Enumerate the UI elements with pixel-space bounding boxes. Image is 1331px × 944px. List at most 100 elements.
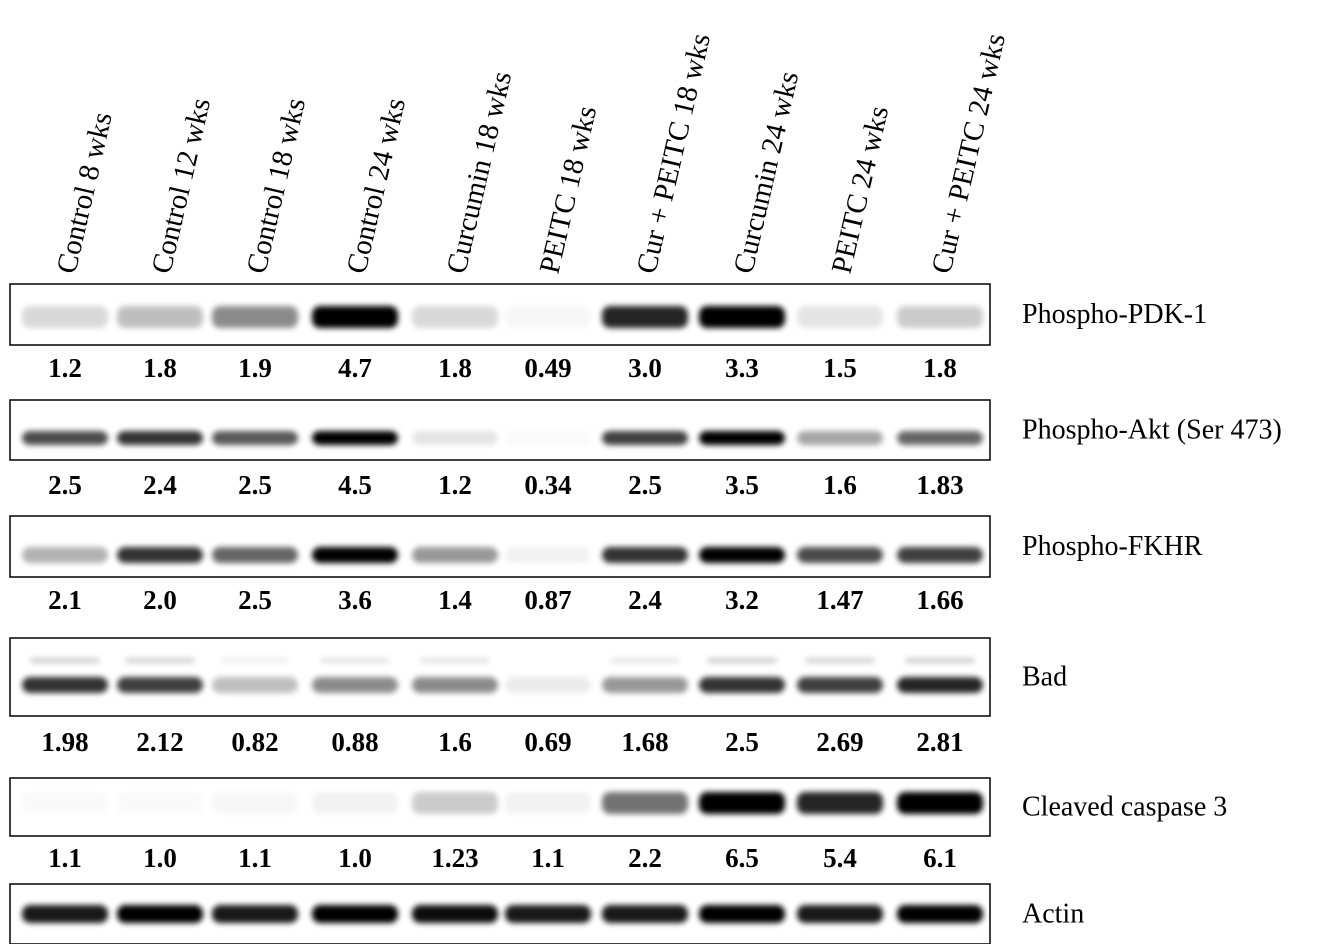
band (212, 792, 298, 814)
band (602, 431, 688, 445)
quantification: 3.2 (725, 585, 759, 615)
band (505, 792, 591, 814)
quantification: 1.5 (823, 353, 857, 383)
band (22, 306, 108, 328)
quantification: 2.4 (628, 585, 662, 615)
band (897, 547, 983, 563)
band (412, 306, 498, 328)
quantification: 1.8 (923, 353, 957, 383)
quantification: 0.87 (524, 585, 571, 615)
band (699, 306, 785, 328)
band (117, 547, 203, 563)
quantification: 2.81 (916, 727, 963, 757)
band (412, 677, 498, 693)
band (420, 658, 490, 663)
quantification: 1.83 (916, 470, 963, 500)
quantification: 2.2 (628, 843, 662, 873)
quantification: 0.49 (524, 353, 571, 383)
band (707, 658, 777, 663)
band (602, 905, 688, 923)
band (312, 431, 398, 445)
quantification: 1.6 (823, 470, 857, 500)
band (22, 431, 108, 445)
quantification: 2.5 (238, 585, 272, 615)
band (312, 905, 398, 923)
band (610, 658, 680, 663)
lane-label: Control 12 wks (146, 95, 217, 276)
band (312, 677, 398, 693)
band (602, 306, 688, 328)
quantification: 3.0 (628, 353, 662, 383)
band (505, 306, 591, 328)
quantification: 1.1 (238, 843, 272, 873)
band (125, 658, 195, 663)
band (797, 431, 883, 445)
lane-label: Control 24 wks (341, 95, 412, 276)
lane-label: PEITC 18 wks (534, 103, 604, 277)
quantification: 4.5 (338, 470, 372, 500)
quantification: 2.0 (143, 585, 177, 615)
band (412, 547, 498, 563)
band (699, 547, 785, 563)
blot-name: Cleaved caspase 3 (1022, 791, 1227, 822)
quantification: 6.1 (923, 843, 957, 873)
lane-label: Control 18 wks (241, 95, 312, 276)
band (897, 905, 983, 923)
band (22, 905, 108, 923)
blot-name: Phospho-FKHR (1022, 531, 1203, 562)
band (412, 792, 498, 814)
band (505, 431, 591, 445)
band (699, 905, 785, 923)
lane-label: Control 8 wks (51, 109, 119, 276)
band (797, 792, 883, 814)
quantification: 0.88 (331, 727, 378, 757)
band (312, 547, 398, 563)
band (30, 658, 100, 663)
band (602, 792, 688, 814)
quantification: 6.5 (725, 843, 759, 873)
quantification: 1.1 (48, 843, 82, 873)
quantification: 3.6 (338, 585, 372, 615)
quantification: 1.66 (916, 585, 963, 615)
band (797, 306, 883, 328)
quantification: 1.0 (338, 843, 372, 873)
band (897, 431, 983, 445)
band (22, 677, 108, 693)
quantification: 1.4 (438, 585, 472, 615)
band (797, 547, 883, 563)
band (320, 658, 390, 663)
quantification: 4.7 (338, 353, 372, 383)
quantification: 2.12 (136, 727, 183, 757)
band (699, 431, 785, 445)
blot-name: Bad (1022, 661, 1067, 692)
quantification: 1.2 (48, 353, 82, 383)
lane-label: Cur + PEITC 18 wks (631, 31, 717, 277)
band (699, 677, 785, 693)
blot-name: Actin (1022, 898, 1084, 929)
band (805, 658, 875, 663)
quantification: 1.98 (41, 727, 88, 757)
band (212, 677, 298, 693)
band (897, 792, 983, 814)
band (212, 306, 298, 328)
band (602, 547, 688, 563)
band (699, 792, 785, 814)
band (505, 547, 591, 563)
band (117, 306, 203, 328)
band (412, 431, 498, 445)
band (897, 677, 983, 693)
band (22, 547, 108, 563)
quantification: 1.9 (238, 353, 272, 383)
band (117, 431, 203, 445)
quantification: 2.69 (816, 727, 863, 757)
band (797, 677, 883, 693)
quantification: 1.0 (143, 843, 177, 873)
quantification: 2.5 (48, 470, 82, 500)
quantification: 1.23 (431, 843, 478, 873)
quantification: 1.1 (531, 843, 565, 873)
band (117, 792, 203, 814)
lane-label: Curcumin 24 wks (728, 68, 806, 276)
quantification: 1.8 (438, 353, 472, 383)
blot-panel (9, 515, 991, 578)
band (897, 306, 983, 328)
